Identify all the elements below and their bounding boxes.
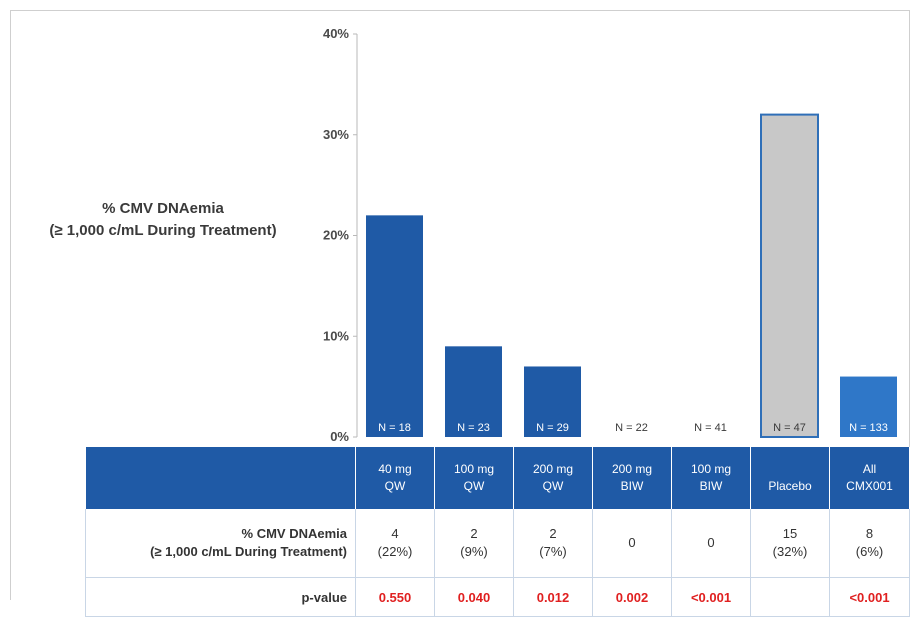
header-cell: 100 mg QW <box>434 447 514 509</box>
count: 0 <box>628 535 636 550</box>
percent: (6%) <box>855 544 884 559</box>
y-tick-label: 0% <box>330 429 349 444</box>
count: 2 <box>549 526 557 541</box>
y-tick-label: 30% <box>323 127 349 142</box>
p-value-row: p-value 0.550 0.040 0.012 0.002 <0.001 <… <box>85 577 910 617</box>
results-table: 40 mg QW 100 mg QW 200 mg QW 200 mg BIW 100 … <box>85 447 910 617</box>
count: 15 <box>782 526 798 541</box>
y-tick-label: 20% <box>323 228 349 243</box>
p-value-cell: 0.002 <box>592 577 672 617</box>
header-line: QW <box>463 479 485 493</box>
percent: (9%) <box>460 544 488 559</box>
bar <box>445 346 502 437</box>
percent: (7%) <box>539 544 567 559</box>
count: 0 <box>707 535 715 550</box>
y-tick-label: 10% <box>323 328 349 343</box>
table-cell: 8 (6%) <box>829 509 910 578</box>
header-line: All <box>862 462 877 476</box>
header-line: QW <box>384 479 406 493</box>
bar <box>760 113 819 438</box>
header-cell: Placebo <box>750 447 830 509</box>
count: 2 <box>470 526 478 541</box>
figure-frame <box>10 10 910 600</box>
p-value-cell: <0.001 <box>829 577 910 617</box>
header-line: Placebo <box>768 479 812 493</box>
p-value-cell <box>750 577 830 617</box>
header-cell: 200 mg BIW <box>592 447 672 509</box>
header-line: BIW <box>699 479 723 493</box>
p-value-cell: 0.550 <box>355 577 435 617</box>
bar-chart: 0% 10% 20% 30% 40% N = 18 N = 23 N = 29 N = 22 N … <box>323 26 897 444</box>
table-header-row: 40 mg QW 100 mg QW 200 mg QW 200 mg BIW 100 … <box>85 447 910 509</box>
table-cell: 2 (7%) <box>513 509 593 578</box>
header-line: 200 mg <box>532 462 574 476</box>
bar-n-label: N = 133 <box>849 422 888 434</box>
header-cell: 100 mg BIW <box>671 447 751 509</box>
percent: (22%) <box>377 544 413 559</box>
percent: (32%) <box>772 544 808 559</box>
bar-n-label: N = 41 <box>694 422 727 434</box>
table-cell: 4 (22%) <box>355 509 435 578</box>
row-label: % CMV DNAemia (≥ 1,000 c/mL During Treatm… <box>85 509 356 578</box>
header-line: QW <box>542 479 564 493</box>
bar <box>366 215 423 437</box>
table-cell: 0 <box>671 509 751 578</box>
bar-n-label: N = 18 <box>378 422 411 434</box>
table-cell: 2 (9%) <box>434 509 514 578</box>
p-value-cell: 0.040 <box>434 577 514 617</box>
dnaemia-row: % CMV DNAemia (≥ 1,000 c/mL During Treatm… <box>85 509 910 578</box>
header-line: 200 mg <box>611 462 653 476</box>
y-axis-label-line-1: % CMV DNAemia <box>102 200 224 217</box>
y-axis-label: % CMV DNAemia (≥ 1,000 c/mL During Treat… <box>18 198 308 242</box>
header-cell: 40 mg QW <box>355 447 435 509</box>
table-cell: 15 (32%) <box>750 509 830 578</box>
header-line: CMX001 <box>846 479 893 493</box>
table-cell: 0 <box>592 509 672 578</box>
row-label-line: % CMV DNAemia <box>241 526 347 541</box>
header-line: 100 mg <box>690 462 732 476</box>
bar <box>840 376 897 437</box>
count: 8 <box>865 526 874 541</box>
p-value-cell: 0.012 <box>513 577 593 617</box>
row-label-line: (≥ 1,000 c/mL During Treatment) <box>150 544 347 559</box>
header-line <box>751 461 829 478</box>
bar-n-label: N = 22 <box>615 422 648 434</box>
header-cell: All CMX001 <box>829 447 910 509</box>
header-line: 100 mg <box>453 462 495 476</box>
header-cell: 200 mg QW <box>513 447 593 509</box>
p-value-label: p-value <box>85 577 356 617</box>
y-tick-label: 40% <box>323 26 349 41</box>
count: 4 <box>391 526 399 541</box>
header-corner <box>85 447 356 509</box>
bar <box>524 366 581 437</box>
header-line: BIW <box>620 479 644 493</box>
y-axis-label-line-2: (≥ 1,000 c/mL During Treatment) <box>49 222 277 239</box>
bar-n-label: N = 47 <box>773 422 806 434</box>
bar-n-label: N = 29 <box>536 422 569 434</box>
header-line: 40 mg <box>378 462 412 476</box>
p-value-cell: <0.001 <box>671 577 751 617</box>
bar-n-label: N = 23 <box>457 422 490 434</box>
